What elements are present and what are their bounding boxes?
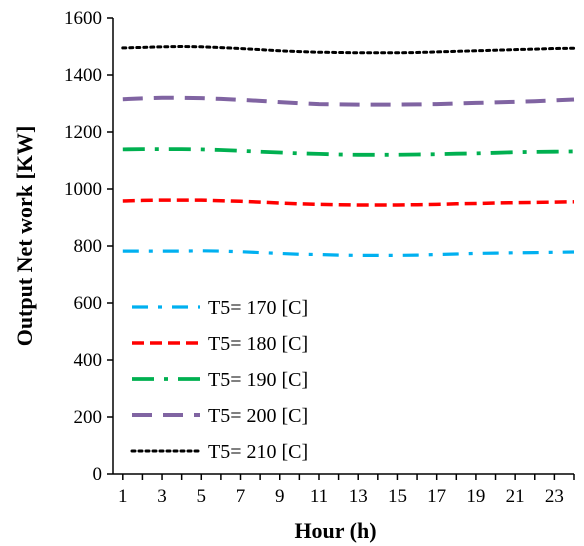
series-line-5	[121, 44, 576, 55]
x-tick-label: 5	[197, 486, 207, 507]
x-tick-label: 1	[118, 486, 128, 507]
legend: T5= 170 [C] T5= 180 [C] T5= 190 [C] T5= 200…	[130, 297, 308, 463]
x-tick-label: 21	[506, 486, 525, 507]
legend-label-2: T5= 180 [C]	[208, 333, 308, 355]
series-layer	[121, 44, 576, 257]
series-line-2	[122, 198, 575, 207]
y-tick-label: 1000	[64, 179, 102, 200]
y-axis-label: Output Net work [KW]	[12, 126, 37, 347]
y-tick-label: 400	[74, 350, 103, 371]
y-tick-label: 0	[93, 464, 103, 485]
y-tick-label: 1600	[64, 8, 102, 29]
series-line-4	[122, 95, 575, 107]
x-tick-label: 23	[545, 486, 564, 507]
x-tick-label: 9	[275, 486, 285, 507]
series-line-3	[122, 147, 575, 157]
x-axis-label: Hour (h)	[294, 518, 376, 543]
x-tick-label: 19	[466, 486, 485, 507]
y-tick-label: 800	[74, 236, 103, 257]
legend-label-5: T5= 210 [C]	[208, 441, 308, 463]
legend-label-1: T5= 170 [C]	[208, 297, 308, 319]
x-tick-label: 3	[157, 486, 167, 507]
series-line-1	[122, 249, 575, 257]
y-tick-label: 1400	[64, 65, 102, 86]
y-tick-label: 200	[74, 407, 103, 428]
x-tick-label: 7	[236, 486, 246, 507]
x-tick-label: 13	[349, 486, 368, 507]
legend-label-3: T5= 190 [C]	[208, 369, 308, 391]
y-tick-label: 600	[74, 293, 103, 314]
x-tick-label: 15	[388, 486, 407, 507]
y-tick-label: 1200	[64, 122, 102, 143]
x-tick-label: 17	[427, 486, 446, 507]
x-tick-label: 11	[310, 486, 328, 507]
legend-label-4: T5= 200 [C]	[208, 405, 308, 427]
